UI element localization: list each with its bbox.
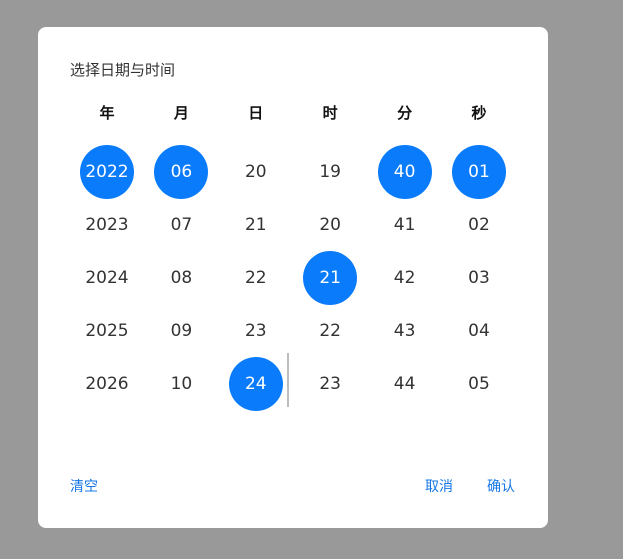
minute-option[interactable]: 44 (393, 374, 416, 394)
column-header-hour: 时 (322, 104, 338, 122)
month-option[interactable]: 09 (170, 321, 193, 341)
hour-option[interactable]: 19 (319, 162, 341, 182)
column-header-second: 秒 (471, 104, 487, 122)
column-header-year: 年 (99, 104, 115, 122)
hour-option[interactable]: 23 (319, 374, 341, 394)
month-option[interactable]: 10 (170, 374, 193, 394)
column-hour: 时 19 20 21 22 23 (293, 99, 367, 409)
scrollbar-thumb[interactable] (287, 353, 289, 407)
selected-second-option[interactable]: 01 (452, 145, 506, 199)
selected-day-option[interactable]: 24 (228, 357, 283, 411)
cancel-button[interactable]: 取消 (425, 479, 453, 495)
dialog-title: 选择日期与时间 (70, 61, 176, 79)
second-option[interactable]: 04 (468, 321, 490, 341)
column-second: 秒 01 02 03 04 05 (442, 99, 516, 409)
day-option[interactable]: 22 (244, 268, 267, 288)
column-day: 日 20 21 22 23 24 (219, 99, 293, 411)
picker-columns: 年 2022 2023 2024 2025 2026 月 06 07 08 09 10 日 20 21 22 2… (70, 99, 516, 411)
day-option[interactable]: 20 (244, 162, 267, 182)
datetime-picker-dialog: 选择日期与时间 年 2022 2023 2024 2025 2026 月 06 07 08 09 10… (38, 27, 548, 528)
hour-option[interactable]: 20 (319, 215, 341, 235)
minute-option[interactable]: 41 (393, 215, 416, 235)
column-year: 年 2022 2023 2024 2025 2026 (70, 99, 144, 409)
month-option[interactable]: 08 (170, 268, 193, 288)
clear-button[interactable]: 清空 (70, 479, 98, 495)
minute-option[interactable]: 43 (393, 321, 416, 341)
confirm-button[interactable]: 确认 (487, 479, 515, 495)
column-minute: 分 40 41 42 43 44 (368, 99, 442, 409)
hour-option[interactable]: 22 (319, 321, 341, 341)
year-option[interactable]: 2025 (85, 321, 129, 341)
day-option[interactable]: 21 (244, 215, 267, 235)
column-month: 月 06 07 08 09 10 (144, 99, 218, 409)
selected-month-option[interactable]: 06 (154, 145, 209, 199)
second-option[interactable]: 05 (468, 374, 490, 394)
second-option[interactable]: 02 (468, 215, 490, 235)
year-option[interactable]: 2023 (85, 215, 129, 235)
column-header-minute: 分 (397, 104, 413, 122)
second-option[interactable]: 03 (468, 268, 490, 288)
column-header-day: 日 (248, 104, 264, 122)
selected-hour-option[interactable]: 21 (303, 251, 358, 305)
selected-minute-option[interactable]: 40 (377, 145, 432, 199)
day-option[interactable]: 23 (244, 321, 267, 341)
year-option[interactable]: 2024 (85, 268, 129, 288)
selected-year-option[interactable]: 2022 (80, 145, 134, 199)
minute-option[interactable]: 42 (393, 268, 416, 288)
column-header-month: 月 (173, 104, 189, 122)
month-option[interactable]: 07 (170, 215, 193, 235)
year-option[interactable]: 2026 (85, 374, 129, 394)
